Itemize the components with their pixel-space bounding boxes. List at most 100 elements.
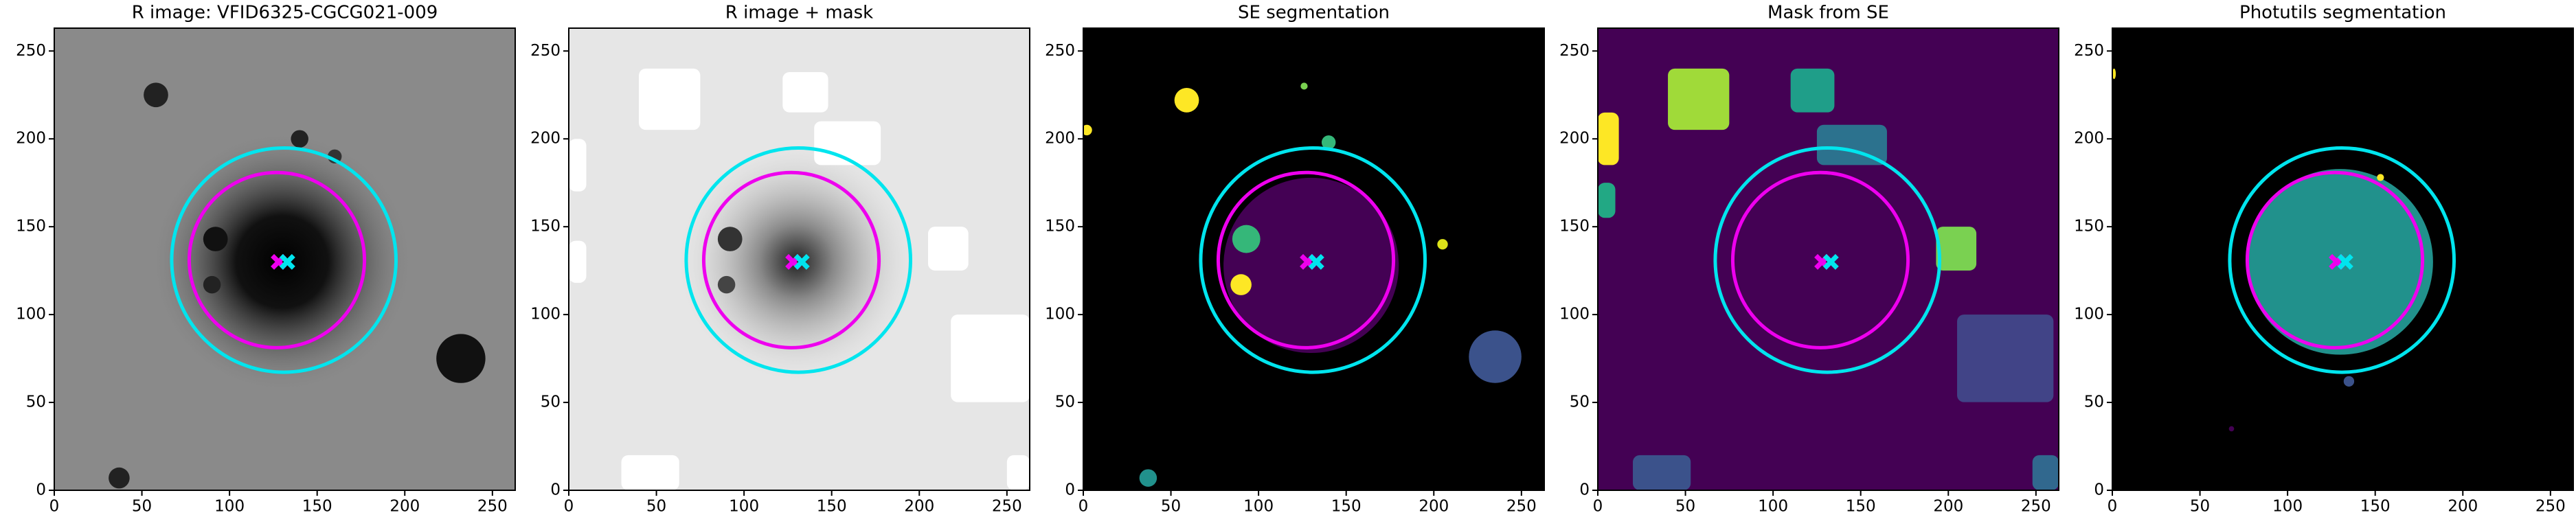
image bbox=[1598, 28, 2059, 490]
x-tick-label: 0 bbox=[49, 498, 60, 515]
y-tick-label: 100 bbox=[2074, 306, 2104, 323]
aperture-circle bbox=[1713, 146, 1942, 374]
image-feature bbox=[1598, 112, 1619, 165]
aperture-circle bbox=[1730, 170, 1910, 350]
y-tick-label: 200 bbox=[530, 130, 561, 148]
image-feature bbox=[291, 130, 308, 148]
image-feature bbox=[951, 314, 1030, 402]
image-feature bbox=[1083, 124, 1092, 136]
image-feature bbox=[1469, 330, 1522, 383]
panel-title: R image + mask bbox=[725, 3, 874, 23]
panel: R image + mask 0 50 100 150 200 250 0 50 100 150 20… bbox=[530, 3, 1030, 515]
y-tick-label: 50 bbox=[2084, 393, 2104, 411]
x-tick-label: 200 bbox=[1419, 498, 1449, 515]
y-tick-label: 200 bbox=[1559, 130, 1590, 148]
y-tick-label: 0 bbox=[1065, 481, 1075, 499]
x-tick-label: 0 bbox=[2108, 498, 2118, 515]
y-tick-label: 250 bbox=[530, 42, 561, 60]
image-feature bbox=[1936, 227, 1977, 271]
y-tick-label: 0 bbox=[550, 481, 561, 499]
y-tick-label: 250 bbox=[16, 42, 46, 60]
image-feature bbox=[569, 240, 587, 283]
image-feature bbox=[1321, 135, 1336, 150]
y-tick-label: 200 bbox=[16, 130, 46, 148]
x-tick-label: 50 bbox=[132, 498, 152, 515]
x-tick-label: 200 bbox=[2448, 498, 2478, 515]
x-tick-label: 50 bbox=[2190, 498, 2210, 515]
image bbox=[1083, 28, 1544, 490]
aperture-circle bbox=[684, 146, 913, 374]
aperture-circle bbox=[1216, 170, 1396, 350]
image-feature bbox=[1633, 455, 1691, 490]
image-feature bbox=[2377, 174, 2384, 181]
image bbox=[2112, 28, 2573, 490]
image-feature bbox=[1598, 183, 1616, 218]
image-feature bbox=[928, 227, 969, 271]
panel: Mask from SE 0 50 100 150 200 250 0 50 100 150 200 2… bbox=[1559, 3, 2059, 515]
y-tick-label: 150 bbox=[1559, 218, 1590, 236]
image-feature bbox=[1232, 225, 1261, 253]
image-feature bbox=[674, 139, 920, 385]
x-tick-label: 100 bbox=[214, 498, 245, 515]
x-tick-label: 0 bbox=[1593, 498, 1603, 515]
y-tick-label: 250 bbox=[2074, 42, 2104, 60]
x-tick-label: 250 bbox=[2021, 498, 2051, 515]
panel-title: SE segmentation bbox=[1238, 3, 1390, 23]
x-tick-label: 100 bbox=[1758, 498, 1788, 515]
x-tick-label: 0 bbox=[1078, 498, 1089, 515]
aperture-circle bbox=[701, 170, 881, 350]
x-tick-label: 150 bbox=[817, 498, 847, 515]
image-feature bbox=[1668, 68, 1730, 130]
axes-frame bbox=[1597, 27, 2059, 491]
image-feature bbox=[1230, 274, 1252, 295]
image-feature bbox=[1790, 68, 1835, 113]
panel-title: Photutils segmentation bbox=[2239, 3, 2446, 23]
image-feature bbox=[1957, 314, 2054, 402]
x-tick-label: 250 bbox=[1506, 498, 1537, 515]
y-tick-label: 250 bbox=[1045, 42, 1075, 60]
x-tick-label: 50 bbox=[1675, 498, 1695, 515]
x-tick-label: 100 bbox=[729, 498, 759, 515]
image-feature bbox=[2112, 68, 2116, 80]
y-tick-label: 50 bbox=[26, 393, 46, 411]
center-marker bbox=[2337, 253, 2353, 270]
axes-frame bbox=[2112, 27, 2574, 491]
image-feature bbox=[2343, 376, 2355, 387]
image-feature bbox=[717, 275, 736, 294]
image bbox=[569, 28, 1030, 490]
x-tick-label: 200 bbox=[1933, 498, 1963, 515]
image-feature bbox=[1139, 469, 1157, 487]
y-tick-label: 50 bbox=[541, 393, 561, 411]
aperture-circle bbox=[2245, 170, 2425, 350]
center-marker bbox=[1822, 253, 1839, 270]
x-tick-label: 250 bbox=[477, 498, 508, 515]
center-marker bbox=[279, 253, 295, 270]
image-feature bbox=[1174, 88, 1199, 113]
axes-frame bbox=[568, 27, 1030, 491]
panel: R image: VFID6325-CGCG021-009 0 50 100 150 20… bbox=[16, 3, 516, 515]
y-tick-label: 200 bbox=[2074, 130, 2104, 148]
image-feature bbox=[1006, 455, 1030, 490]
axes-frame bbox=[54, 27, 516, 491]
y-tick-label: 150 bbox=[2074, 218, 2104, 236]
image-feature bbox=[639, 68, 701, 130]
image-feature bbox=[436, 334, 486, 383]
y-tick-label: 50 bbox=[1055, 393, 1075, 411]
image-feature bbox=[569, 139, 587, 192]
panel: SE segmentation 0 50 100 150 200 250 0 50 100 150 2… bbox=[1045, 3, 1545, 515]
image-feature bbox=[2247, 169, 2433, 355]
image-feature bbox=[1437, 239, 1448, 250]
y-tick-label: 150 bbox=[16, 218, 46, 236]
aperture-circle bbox=[1199, 146, 1427, 374]
image-feature bbox=[717, 227, 743, 251]
x-tick-label: 150 bbox=[302, 498, 332, 515]
x-tick-label: 150 bbox=[2360, 498, 2391, 515]
x-tick-label: 200 bbox=[389, 498, 420, 515]
x-tick-label: 50 bbox=[1161, 498, 1181, 515]
center-marker bbox=[1308, 253, 1324, 270]
x-tick-label: 250 bbox=[992, 498, 1022, 515]
y-tick-label: 0 bbox=[1579, 481, 1590, 499]
y-tick-label: 200 bbox=[1045, 130, 1075, 148]
x-tick-label: 100 bbox=[2272, 498, 2303, 515]
